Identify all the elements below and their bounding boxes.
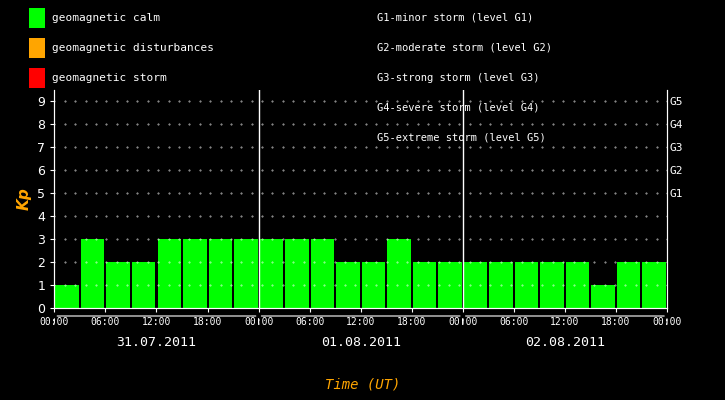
- Bar: [285, 239, 309, 308]
- Bar: [209, 239, 232, 308]
- Bar: [489, 262, 513, 308]
- Bar: [464, 262, 487, 308]
- Bar: [107, 262, 130, 308]
- Bar: [642, 262, 666, 308]
- Bar: [413, 262, 436, 308]
- Text: G4-severe storm (level G4): G4-severe storm (level G4): [377, 103, 539, 113]
- Text: geomagnetic disturbances: geomagnetic disturbances: [52, 43, 214, 53]
- Text: G5-extreme storm (level G5): G5-extreme storm (level G5): [377, 133, 546, 143]
- Bar: [592, 285, 615, 308]
- Bar: [81, 239, 104, 308]
- Bar: [132, 262, 155, 308]
- Bar: [540, 262, 564, 308]
- Text: Time (UT): Time (UT): [325, 378, 400, 392]
- Bar: [439, 262, 462, 308]
- Text: geomagnetic storm: geomagnetic storm: [52, 73, 167, 83]
- Bar: [362, 262, 385, 308]
- Y-axis label: Kp: Kp: [17, 188, 32, 210]
- Text: 02.08.2011: 02.08.2011: [525, 336, 605, 348]
- Bar: [387, 239, 411, 308]
- Bar: [157, 239, 181, 308]
- Bar: [55, 285, 79, 308]
- Bar: [617, 262, 640, 308]
- Text: G3-strong storm (level G3): G3-strong storm (level G3): [377, 73, 539, 83]
- Text: 01.08.2011: 01.08.2011: [320, 336, 401, 348]
- Text: geomagnetic calm: geomagnetic calm: [52, 13, 160, 23]
- Bar: [515, 262, 539, 308]
- Text: 31.07.2011: 31.07.2011: [117, 336, 196, 348]
- Bar: [310, 239, 334, 308]
- Text: G2-moderate storm (level G2): G2-moderate storm (level G2): [377, 43, 552, 53]
- Bar: [336, 262, 360, 308]
- Bar: [566, 262, 589, 308]
- Bar: [183, 239, 207, 308]
- Bar: [260, 239, 283, 308]
- Text: G1-minor storm (level G1): G1-minor storm (level G1): [377, 13, 534, 23]
- Bar: [234, 239, 257, 308]
